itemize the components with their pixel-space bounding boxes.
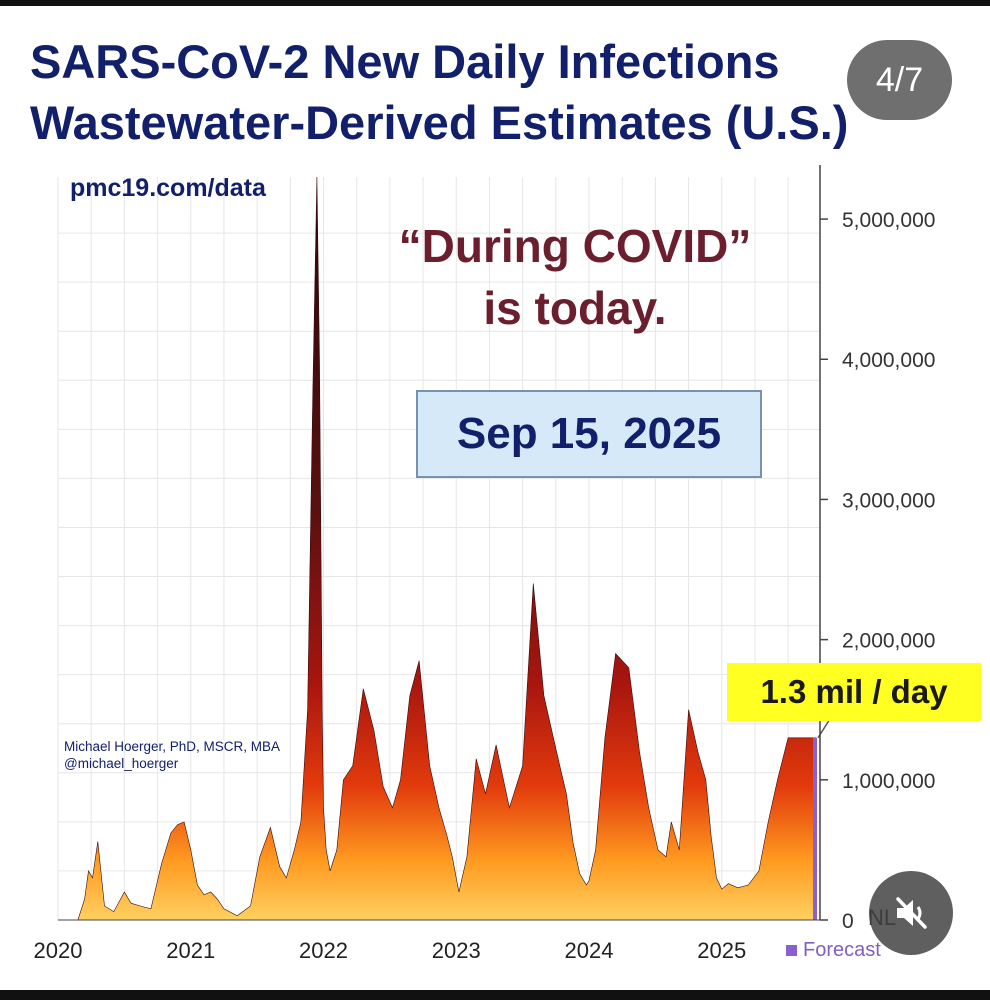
headline-line2: is today.	[483, 282, 667, 334]
forecast-bar	[813, 737, 818, 920]
current-rate-badge: 1.3 mil / day	[727, 663, 981, 721]
date-box: Sep 15, 2025	[416, 390, 762, 478]
y-tick-label: 0	[842, 910, 854, 933]
y-tick-label: 4,000,000	[842, 349, 935, 372]
author-handle: @michael_hoerger	[64, 756, 179, 771]
grid-lines	[57, 177, 820, 921]
author-name: Michael Hoerger, PhD, MSCR, MBA	[64, 739, 281, 754]
y-tick-label: 3,000,000	[842, 489, 935, 512]
y-tick-label: 2,000,000	[842, 630, 935, 653]
legend-forecast-label: Forecast	[803, 939, 881, 961]
x-tick-label: 2022	[299, 938, 348, 963]
bottom-strip	[0, 990, 990, 1000]
chart-title-line1: SARS-CoV-2 New Daily Infections	[30, 35, 780, 88]
headline: “During COVID” is today.	[340, 215, 810, 339]
y-tick-label: 1,000,000	[842, 770, 935, 793]
page-indicator[interactable]: 4/7	[847, 40, 952, 120]
y-tick-label: 5,000,000	[842, 209, 935, 232]
series-area	[77, 176, 817, 921]
muted-speaker-icon	[896, 897, 927, 929]
author-credit: Michael Hoerger, PhD, MSCR, MBA @michael…	[64, 738, 280, 772]
legend-forecast: Forecast	[786, 939, 881, 962]
x-tick-label: 2025	[697, 938, 746, 963]
chart-title-line2: Wastewater-Derived Estimates (U.S.)	[30, 96, 849, 149]
axis-layer: 0 1,000,000 2,000,000 3,000,000 4,000,000 5,0…	[34, 165, 935, 963]
mute-button[interactable]	[869, 871, 953, 955]
source-label: pmc19.com/data	[70, 174, 266, 202]
x-tick-label: 2023	[432, 938, 481, 963]
x-tick-label: 2020	[34, 938, 83, 963]
top-strip	[0, 0, 990, 6]
x-tick-label: 2024	[565, 938, 614, 963]
x-tick-label: 2021	[166, 938, 215, 963]
legend-forecast-swatch	[786, 945, 797, 956]
headline-line1: “During COVID”	[398, 220, 752, 272]
